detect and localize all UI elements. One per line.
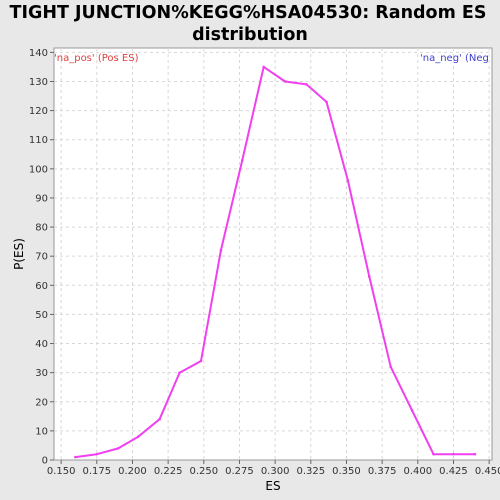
- y-tick-label: 0: [42, 456, 48, 467]
- x-tick-label: 0.400: [403, 466, 432, 477]
- data-point: [305, 83, 308, 86]
- data-point: [473, 452, 477, 456]
- chart-title-line-2: distribution: [192, 25, 308, 45]
- data-point: [219, 249, 223, 252]
- x-tick-label: 0.175: [82, 466, 111, 477]
- data-point: [410, 409, 414, 412]
- x-tick-label: 0.200: [118, 466, 147, 477]
- x-tick-label: 0.225: [154, 466, 183, 477]
- y-tick-label: 80: [35, 223, 48, 234]
- y-tick-label: 120: [29, 106, 48, 117]
- y-tick-label: 40: [35, 339, 48, 350]
- data-point: [199, 359, 203, 363]
- series-group: [74, 65, 477, 459]
- grid: [54, 48, 492, 460]
- y-tick-label: 20: [35, 397, 48, 408]
- plot-area: [53, 47, 493, 461]
- x-tick-label: 0.250: [189, 466, 218, 477]
- series-line: [75, 65, 475, 459]
- data-point: [432, 452, 435, 456]
- chart-title-line-1: TIGHT JUNCTION%KEGG%HSA04530: Random ES: [10, 3, 487, 23]
- x-tick-label: 0.425: [439, 466, 468, 477]
- x-tick-label: 0.450: [475, 466, 500, 477]
- y-axis: 0 10 20 30 40 50 60 70 80 90 100 110 120 130 140: [29, 48, 54, 467]
- data-point: [283, 80, 287, 83]
- data-point: [95, 452, 99, 456]
- x-tick-label: 0.275: [225, 466, 254, 477]
- data-point: [452, 452, 455, 456]
- y-tick-label: 10: [35, 426, 48, 437]
- data-point: [262, 65, 266, 69]
- data-point: [241, 158, 244, 162]
- data-point: [136, 435, 140, 439]
- y-tick-label: 140: [29, 48, 48, 59]
- data-point: [389, 365, 393, 369]
- x-tick-label: 0.350: [332, 466, 361, 477]
- data-point: [325, 100, 328, 104]
- y-tick-label: 130: [29, 77, 48, 88]
- data-point: [178, 371, 181, 374]
- y-tick-label: 50: [35, 310, 48, 321]
- x-axis-label: ES: [265, 479, 280, 493]
- corner-label-neg: 'na_neg' (Neg ES): [420, 53, 500, 64]
- y-tick-label: 100: [29, 164, 48, 175]
- x-axis: 0.150 0.175 0.200 0.225 0.250 0.275 0.300 0.325…: [47, 460, 500, 477]
- x-tick-label: 0.325: [296, 466, 325, 477]
- x-tick-label: 0.375: [368, 466, 397, 477]
- y-tick-label: 110: [29, 135, 48, 146]
- y-tick-label: 30: [35, 368, 48, 379]
- data-point: [116, 447, 120, 450]
- y-tick-label: 90: [35, 193, 48, 204]
- y-axis-label: P(ES): [12, 238, 26, 270]
- y-tick-label: 70: [35, 252, 48, 263]
- data-point: [368, 275, 371, 278]
- x-tick-label: 0.150: [47, 466, 76, 477]
- data-point: [74, 455, 77, 459]
- data-point: [158, 417, 161, 421]
- x-tick-label: 0.300: [261, 466, 290, 477]
- data-point: [346, 179, 350, 182]
- y-tick-label: 60: [35, 281, 48, 292]
- corner-label-pos: 'na_pos' (Pos ES): [54, 53, 139, 64]
